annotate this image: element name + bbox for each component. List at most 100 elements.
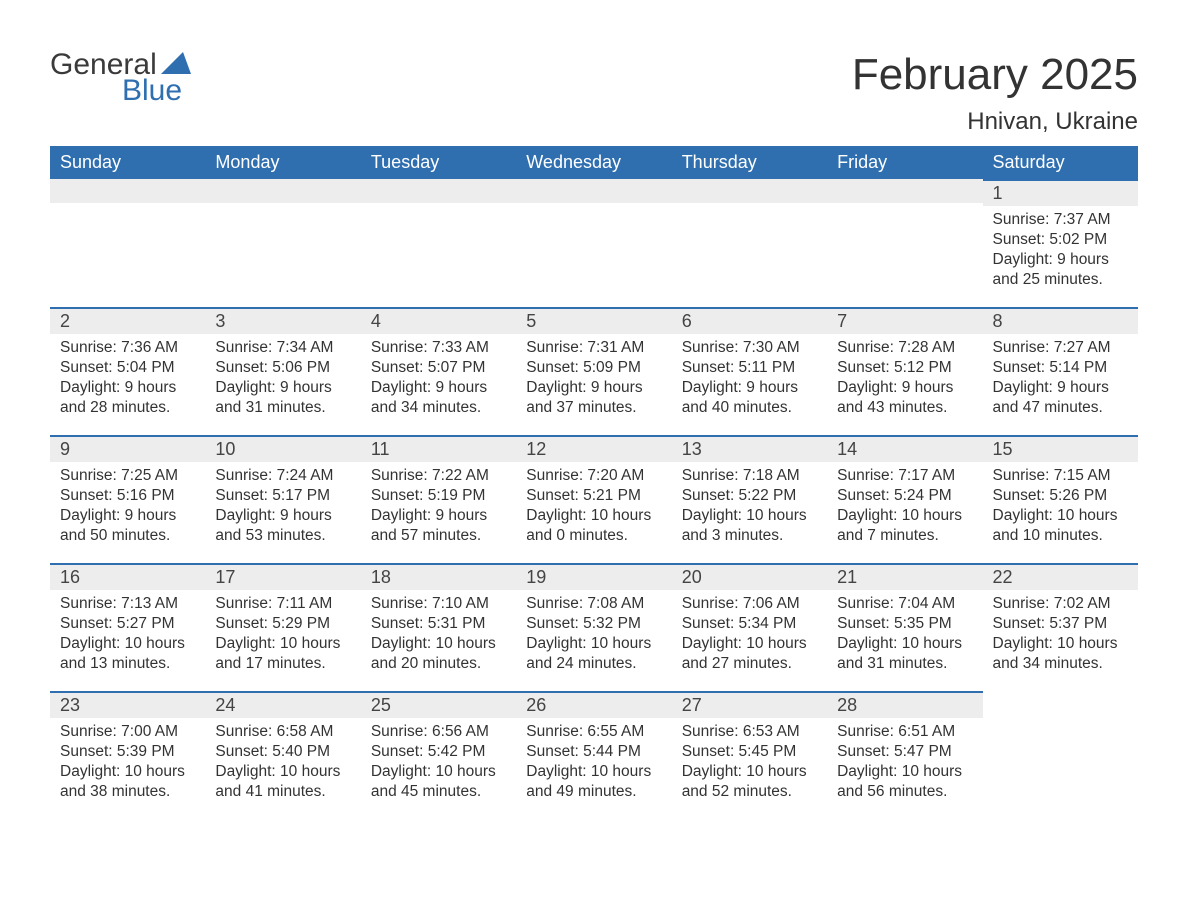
detail-daylight1: Daylight: 10 hours	[526, 762, 661, 782]
day-details: Sunrise: 7:04 AMSunset: 5:35 PMDaylight:…	[827, 590, 982, 675]
day-number: 7	[827, 307, 982, 334]
day-number: 26	[516, 691, 671, 718]
location: Hnivan, Ukraine	[852, 108, 1138, 136]
day-details: Sunrise: 6:58 AMSunset: 5:40 PMDaylight:…	[205, 718, 360, 803]
day-details: Sunrise: 7:02 AMSunset: 5:37 PMDaylight:…	[983, 590, 1138, 675]
day-number: 6	[672, 307, 827, 334]
detail-sunrise: Sunrise: 7:04 AM	[837, 594, 972, 614]
detail-sunrise: Sunrise: 7:37 AM	[993, 210, 1128, 230]
detail-daylight1: Daylight: 10 hours	[682, 762, 817, 782]
calendar-cell: 6Sunrise: 7:30 AMSunset: 5:11 PMDaylight…	[672, 307, 827, 435]
day-number: 1	[983, 179, 1138, 206]
detail-daylight1: Daylight: 10 hours	[371, 634, 506, 654]
detail-sunset: Sunset: 5:21 PM	[526, 486, 661, 506]
day-number: 8	[983, 307, 1138, 334]
calendar-cell: 24Sunrise: 6:58 AMSunset: 5:40 PMDayligh…	[205, 691, 360, 819]
detail-sunset: Sunset: 5:39 PM	[60, 742, 195, 762]
detail-sunrise: Sunrise: 7:20 AM	[526, 466, 661, 486]
calendar-cell: 8Sunrise: 7:27 AMSunset: 5:14 PMDaylight…	[983, 307, 1138, 435]
day-details: Sunrise: 7:28 AMSunset: 5:12 PMDaylight:…	[827, 334, 982, 419]
detail-sunset: Sunset: 5:34 PM	[682, 614, 817, 634]
day-header: Sunday	[50, 146, 205, 179]
day-number: 20	[672, 563, 827, 590]
day-details: Sunrise: 6:55 AMSunset: 5:44 PMDaylight:…	[516, 718, 671, 803]
day-details: Sunrise: 7:18 AMSunset: 5:22 PMDaylight:…	[672, 462, 827, 547]
calendar-cell: 22Sunrise: 7:02 AMSunset: 5:37 PMDayligh…	[983, 563, 1138, 691]
day-details: Sunrise: 6:51 AMSunset: 5:47 PMDaylight:…	[827, 718, 982, 803]
calendar-cell: 28Sunrise: 6:51 AMSunset: 5:47 PMDayligh…	[827, 691, 982, 819]
detail-daylight2: and 47 minutes.	[993, 398, 1128, 418]
detail-daylight1: Daylight: 10 hours	[60, 634, 195, 654]
detail-sunset: Sunset: 5:07 PM	[371, 358, 506, 378]
day-number: 13	[672, 435, 827, 462]
day-number: 9	[50, 435, 205, 462]
detail-sunrise: Sunrise: 7:11 AM	[215, 594, 350, 614]
calendar-cell: 11Sunrise: 7:22 AMSunset: 5:19 PMDayligh…	[361, 435, 516, 563]
day-details: Sunrise: 7:17 AMSunset: 5:24 PMDaylight:…	[827, 462, 982, 547]
detail-sunset: Sunset: 5:29 PM	[215, 614, 350, 634]
calendar-cell: 15Sunrise: 7:15 AMSunset: 5:26 PMDayligh…	[983, 435, 1138, 563]
day-details: Sunrise: 7:15 AMSunset: 5:26 PMDaylight:…	[983, 462, 1138, 547]
title-block: February 2025 Hnivan, Ukraine	[852, 50, 1138, 136]
detail-daylight1: Daylight: 10 hours	[682, 634, 817, 654]
detail-sunrise: Sunrise: 7:17 AM	[837, 466, 972, 486]
calendar-cell: 13Sunrise: 7:18 AMSunset: 5:22 PMDayligh…	[672, 435, 827, 563]
detail-sunset: Sunset: 5:22 PM	[682, 486, 817, 506]
detail-daylight1: Daylight: 10 hours	[371, 762, 506, 782]
detail-daylight1: Daylight: 9 hours	[60, 506, 195, 526]
detail-daylight2: and 7 minutes.	[837, 526, 972, 546]
day-header: Wednesday	[516, 146, 671, 179]
day-details: Sunrise: 7:06 AMSunset: 5:34 PMDaylight:…	[672, 590, 827, 675]
detail-sunrise: Sunrise: 6:58 AM	[215, 722, 350, 742]
detail-sunrise: Sunrise: 7:31 AM	[526, 338, 661, 358]
detail-sunrise: Sunrise: 7:15 AM	[993, 466, 1128, 486]
detail-daylight1: Daylight: 10 hours	[526, 634, 661, 654]
detail-sunset: Sunset: 5:19 PM	[371, 486, 506, 506]
detail-sunset: Sunset: 5:16 PM	[60, 486, 195, 506]
day-header: Tuesday	[361, 146, 516, 179]
logo: General Blue	[50, 50, 191, 106]
detail-daylight2: and 37 minutes.	[526, 398, 661, 418]
calendar-week: 23Sunrise: 7:00 AMSunset: 5:39 PMDayligh…	[50, 691, 1138, 819]
calendar-cell: 1Sunrise: 7:37 AMSunset: 5:02 PMDaylight…	[983, 179, 1138, 307]
detail-daylight2: and 28 minutes.	[60, 398, 195, 418]
detail-daylight2: and 40 minutes.	[682, 398, 817, 418]
calendar-cell	[672, 179, 827, 307]
day-details: Sunrise: 7:13 AMSunset: 5:27 PMDaylight:…	[50, 590, 205, 675]
empty-day-strip	[827, 179, 982, 203]
day-details: Sunrise: 6:53 AMSunset: 5:45 PMDaylight:…	[672, 718, 827, 803]
calendar-cell: 17Sunrise: 7:11 AMSunset: 5:29 PMDayligh…	[205, 563, 360, 691]
detail-sunrise: Sunrise: 7:13 AM	[60, 594, 195, 614]
detail-sunrise: Sunrise: 7:02 AM	[993, 594, 1128, 614]
day-details: Sunrise: 7:11 AMSunset: 5:29 PMDaylight:…	[205, 590, 360, 675]
detail-sunset: Sunset: 5:02 PM	[993, 230, 1128, 250]
detail-sunset: Sunset: 5:06 PM	[215, 358, 350, 378]
detail-sunset: Sunset: 5:24 PM	[837, 486, 972, 506]
detail-sunset: Sunset: 5:37 PM	[993, 614, 1128, 634]
detail-daylight1: Daylight: 9 hours	[60, 378, 195, 398]
detail-daylight2: and 52 minutes.	[682, 782, 817, 802]
day-header: Friday	[827, 146, 982, 179]
detail-sunrise: Sunrise: 6:53 AM	[682, 722, 817, 742]
day-number: 16	[50, 563, 205, 590]
detail-daylight1: Daylight: 9 hours	[993, 378, 1128, 398]
month-title: February 2025	[852, 50, 1138, 100]
detail-daylight2: and 13 minutes.	[60, 654, 195, 674]
detail-sunrise: Sunrise: 7:27 AM	[993, 338, 1128, 358]
empty-day-strip	[516, 179, 671, 203]
detail-daylight2: and 49 minutes.	[526, 782, 661, 802]
calendar-cell: 14Sunrise: 7:17 AMSunset: 5:24 PMDayligh…	[827, 435, 982, 563]
detail-daylight2: and 25 minutes.	[993, 270, 1128, 290]
day-details: Sunrise: 6:56 AMSunset: 5:42 PMDaylight:…	[361, 718, 516, 803]
day-number: 28	[827, 691, 982, 718]
detail-daylight1: Daylight: 10 hours	[993, 634, 1128, 654]
day-details: Sunrise: 7:31 AMSunset: 5:09 PMDaylight:…	[516, 334, 671, 419]
detail-daylight2: and 34 minutes.	[993, 654, 1128, 674]
detail-daylight2: and 34 minutes.	[371, 398, 506, 418]
day-details: Sunrise: 7:10 AMSunset: 5:31 PMDaylight:…	[361, 590, 516, 675]
detail-sunrise: Sunrise: 6:55 AM	[526, 722, 661, 742]
detail-sunrise: Sunrise: 6:51 AM	[837, 722, 972, 742]
detail-daylight2: and 31 minutes.	[215, 398, 350, 418]
day-number: 11	[361, 435, 516, 462]
day-number: 21	[827, 563, 982, 590]
